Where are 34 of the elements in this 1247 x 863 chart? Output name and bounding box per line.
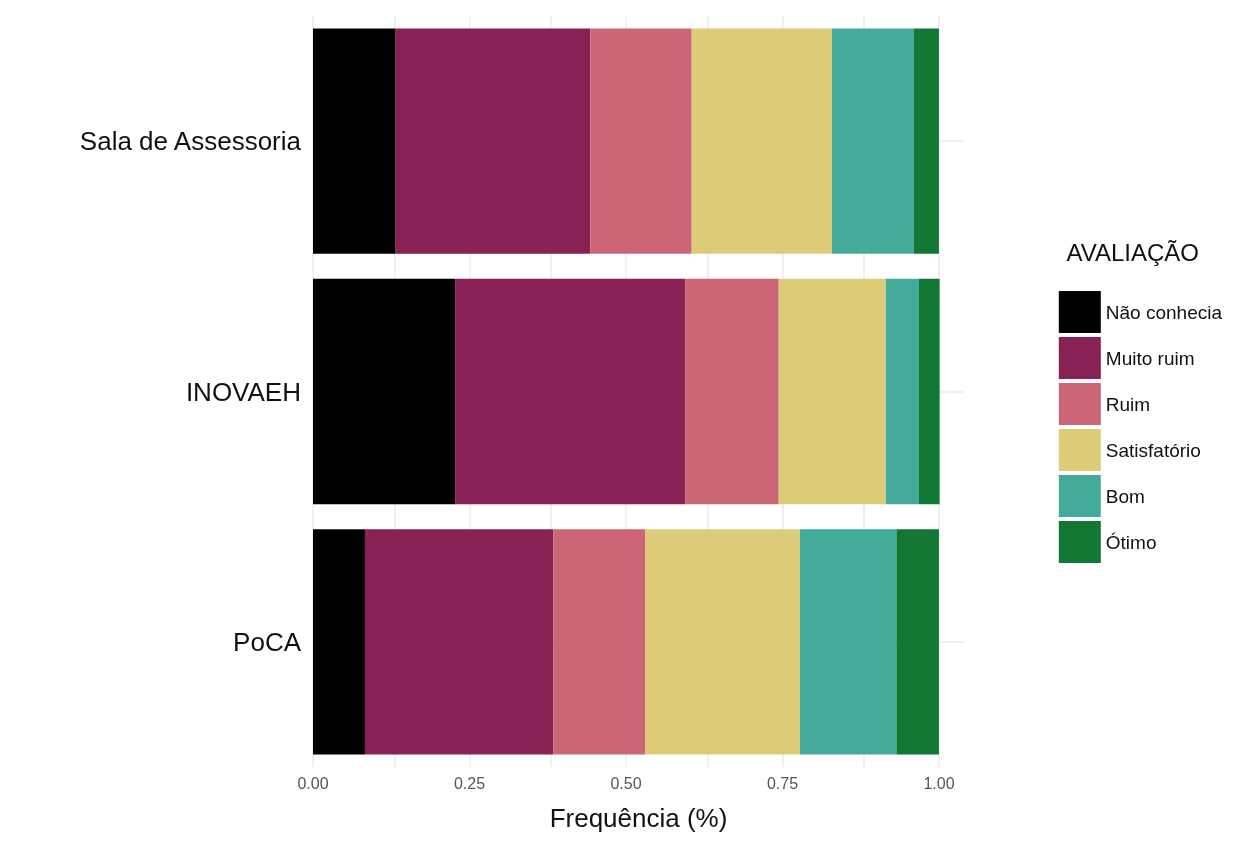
bar (778, 278, 886, 505)
bar (885, 278, 919, 505)
bar (553, 529, 646, 755)
y-tick-label: PoCA (233, 626, 302, 657)
legend-title: AVALIAÇÃO (1066, 238, 1200, 266)
x-axis-title: Frequência (%) (549, 803, 728, 833)
bar (395, 28, 591, 254)
y-tick-label: Sala de Assessoria (79, 126, 302, 157)
bar (313, 278, 456, 505)
x-tick-label: 0.00 (297, 774, 329, 792)
legend-label: Ótimo (1105, 531, 1157, 553)
bar (645, 529, 800, 755)
legend-label: Satisfatório (1105, 439, 1201, 461)
bar (313, 529, 365, 755)
y-tick-label: INOVAEH (185, 376, 301, 407)
legend-label: Muito ruim (1105, 347, 1195, 369)
x-tick-label: 1.00 (923, 774, 955, 792)
legend-label: Ruim (1105, 393, 1151, 415)
bar (364, 529, 554, 755)
bar (800, 529, 897, 755)
bar (685, 278, 779, 505)
x-tick-label: 0.50 (610, 774, 642, 792)
bar (590, 28, 692, 254)
bar (918, 278, 940, 505)
x-tick-label: 0.75 (766, 774, 799, 792)
bar (455, 278, 686, 505)
bar (831, 28, 914, 254)
legend-label: Não conhecia (1105, 301, 1223, 323)
legend-label: Bom (1105, 485, 1145, 507)
x-tick-label: 0.25 (453, 774, 486, 792)
bar (896, 529, 939, 755)
bar (313, 28, 396, 254)
bar (913, 28, 939, 254)
bar (691, 28, 832, 254)
